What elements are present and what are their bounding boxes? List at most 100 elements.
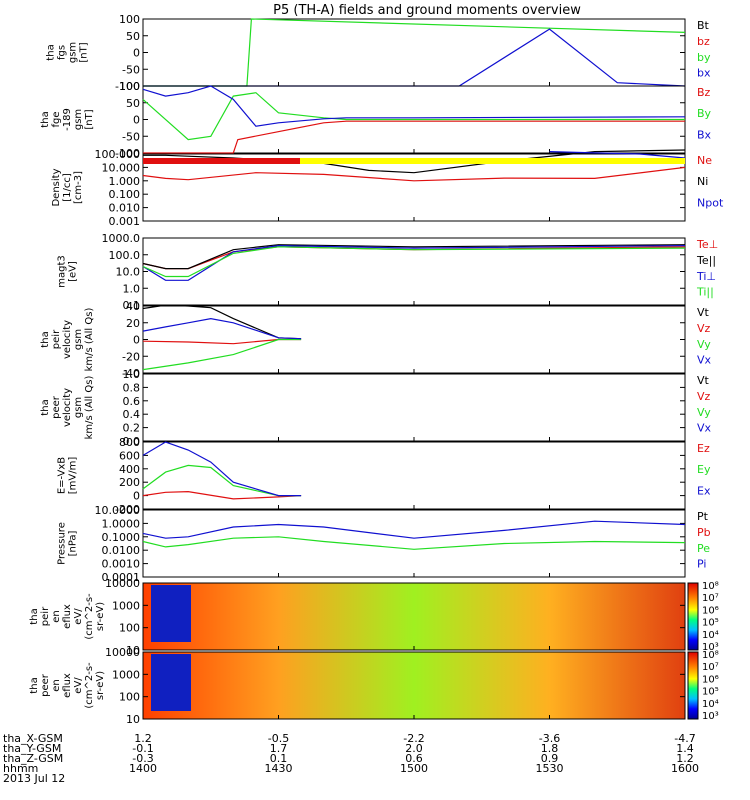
legend-entry: Ez — [697, 442, 710, 455]
colorbar-tick-label: 10⁷ — [702, 662, 719, 673]
legend-entry: Vz — [697, 322, 711, 335]
series-line-by — [143, 18, 686, 87]
x-position-value: 1.2 — [134, 732, 152, 745]
legend-entry: Pi — [697, 558, 706, 571]
y-axis-label: thapeerenefluxeV/(cm^2-s-sr-eV) — [29, 662, 106, 709]
series-line-Bx — [142, 85, 686, 127]
x-row-label: tha_Z-GSM — [3, 752, 63, 765]
x-position-value: -3.6 — [539, 732, 560, 745]
legend-entry: Pt — [697, 510, 709, 523]
x-position-value: -2.2 — [403, 732, 424, 745]
y-axis-label-line: peir — [40, 606, 51, 626]
colorbar-tick-label: 10⁸ — [702, 581, 719, 592]
y-tick-label: 1000 — [112, 599, 140, 612]
y-tick-label: 0.1 — [123, 299, 141, 312]
y-axis-label-line: eV/ — [73, 677, 84, 694]
y-tick-label: 0.0001 — [102, 571, 141, 584]
y-axis-label-line: gsm — [73, 329, 84, 350]
legend-entry: Vy — [697, 338, 711, 351]
legend-entry: Vt — [697, 306, 710, 319]
y-axis-label-line: [cm-3] — [73, 171, 84, 204]
y-tick-label: 0.100 — [109, 188, 141, 201]
series-line-Bz — [143, 120, 685, 154]
y-axis-label-line: Pressure — [57, 522, 68, 565]
series-line-Ex — [142, 441, 302, 497]
colorbar-tick-label: 10⁴ — [702, 630, 719, 641]
y-axis-label-line: tha — [46, 44, 57, 60]
y-axis-label-line: km/s (All Qs) — [84, 376, 95, 440]
legend-entry: Ex — [697, 484, 711, 497]
y-axis-label-line: peer — [51, 395, 62, 419]
series-line-Vx — [142, 317, 302, 340]
legend-entry: Vx — [697, 422, 712, 435]
series-line-Ni — [143, 149, 686, 174]
y-axis-label-line: [nT] — [84, 109, 95, 129]
legend-entry: Ti⊥ — [696, 270, 716, 283]
series-line-Ti⊥ — [142, 244, 686, 281]
x-position-value: -0.3 — [132, 752, 153, 765]
y-axis-label: thapeirenefluxeV/(cm^2-s-sr-eV) — [29, 593, 106, 640]
colorbar-tick-label: 10⁶ — [702, 605, 719, 616]
legend-entry: Ni — [697, 175, 708, 188]
legend-entry: Pe — [697, 542, 710, 555]
y-axis-label-line: eflux — [62, 673, 73, 698]
y-tick-label: 10.0 — [116, 266, 141, 279]
y-axis-label-line: gsm — [73, 109, 84, 130]
series-line-Ne — [142, 166, 686, 182]
panel-frame — [142, 441, 686, 510]
y-tick-label: -40 — [122, 367, 140, 380]
y-axis-label-line: [eV] — [68, 261, 79, 282]
colorbar-tick-label: 10⁶ — [702, 674, 719, 685]
legend-entry: Te|| — [696, 254, 716, 267]
legend-entry: bz — [697, 35, 710, 48]
y-axis-label-line: peir — [51, 329, 62, 349]
y-axis-label-line: magt3 — [57, 255, 68, 288]
plot-title: P5 (TH-A) fields and ground moments over… — [273, 3, 581, 18]
legend-entry: Vz — [697, 390, 711, 403]
legend-entry: Vy — [697, 406, 711, 419]
y-tick-label: 0.2 — [123, 422, 141, 435]
mode-bar — [143, 158, 685, 164]
panel-eeflux: 10⁸10⁷10⁶10⁵10⁴10³10000100010010thapeere… — [29, 646, 719, 726]
x-row-label: tha_X-GSM — [3, 732, 63, 745]
x-position-value: 1.7 — [270, 742, 288, 755]
y-tick-label: 1.0000 — [102, 517, 141, 530]
y-axis-label-line: [mV/m] — [68, 457, 79, 495]
y-axis-label: thapeervelocitygsmkm/s (All Qs) — [40, 376, 95, 440]
colorbar — [687, 582, 699, 651]
x-row-label: 2013 Jul 12 — [3, 772, 65, 785]
spectrogram-background — [143, 652, 685, 719]
colorbar-tick-label: 10⁷ — [702, 593, 719, 604]
series-line-Pi — [142, 520, 686, 539]
x-position-value: 1.4 — [676, 742, 694, 755]
panel-frame — [142, 373, 686, 442]
y-tick-label: 50 — [126, 97, 140, 110]
x-time-label: 1400 — [129, 762, 157, 775]
y-tick-label: -50 — [122, 63, 140, 76]
y-axis-label: Pressure[nPa] — [57, 522, 79, 565]
colorbar — [687, 651, 699, 720]
spectrogram-low-flux-region — [151, 654, 191, 711]
colorbar-tick-label: 10⁴ — [702, 699, 719, 710]
colorbar-tick-label: 10⁵ — [702, 687, 719, 698]
y-tick-label: 1000 — [112, 668, 140, 681]
y-tick-label: 10 — [126, 644, 140, 657]
y-tick-label: 0.0 — [123, 435, 141, 448]
y-axis-label-line: velocity — [62, 320, 73, 359]
y-axis-label-line: tha — [29, 677, 40, 693]
y-axis-label-line: (cm^2-s- — [84, 662, 95, 709]
y-tick-label: -100 — [115, 147, 140, 160]
y-tick-label: 10.000 — [102, 161, 141, 174]
x-position-value: 1.8 — [541, 742, 559, 755]
legend-entry: Ne — [697, 154, 712, 167]
y-tick-label: 800 — [119, 436, 140, 449]
y-tick-label: 400 — [119, 463, 140, 476]
x-position-value: -0.5 — [268, 732, 289, 745]
y-tick-label: 1.0 — [123, 282, 141, 295]
y-axis-label-line: gsm — [68, 42, 79, 63]
y-tick-label: 10.0000 — [95, 504, 141, 517]
y-axis-label-line: gsm — [73, 397, 84, 418]
